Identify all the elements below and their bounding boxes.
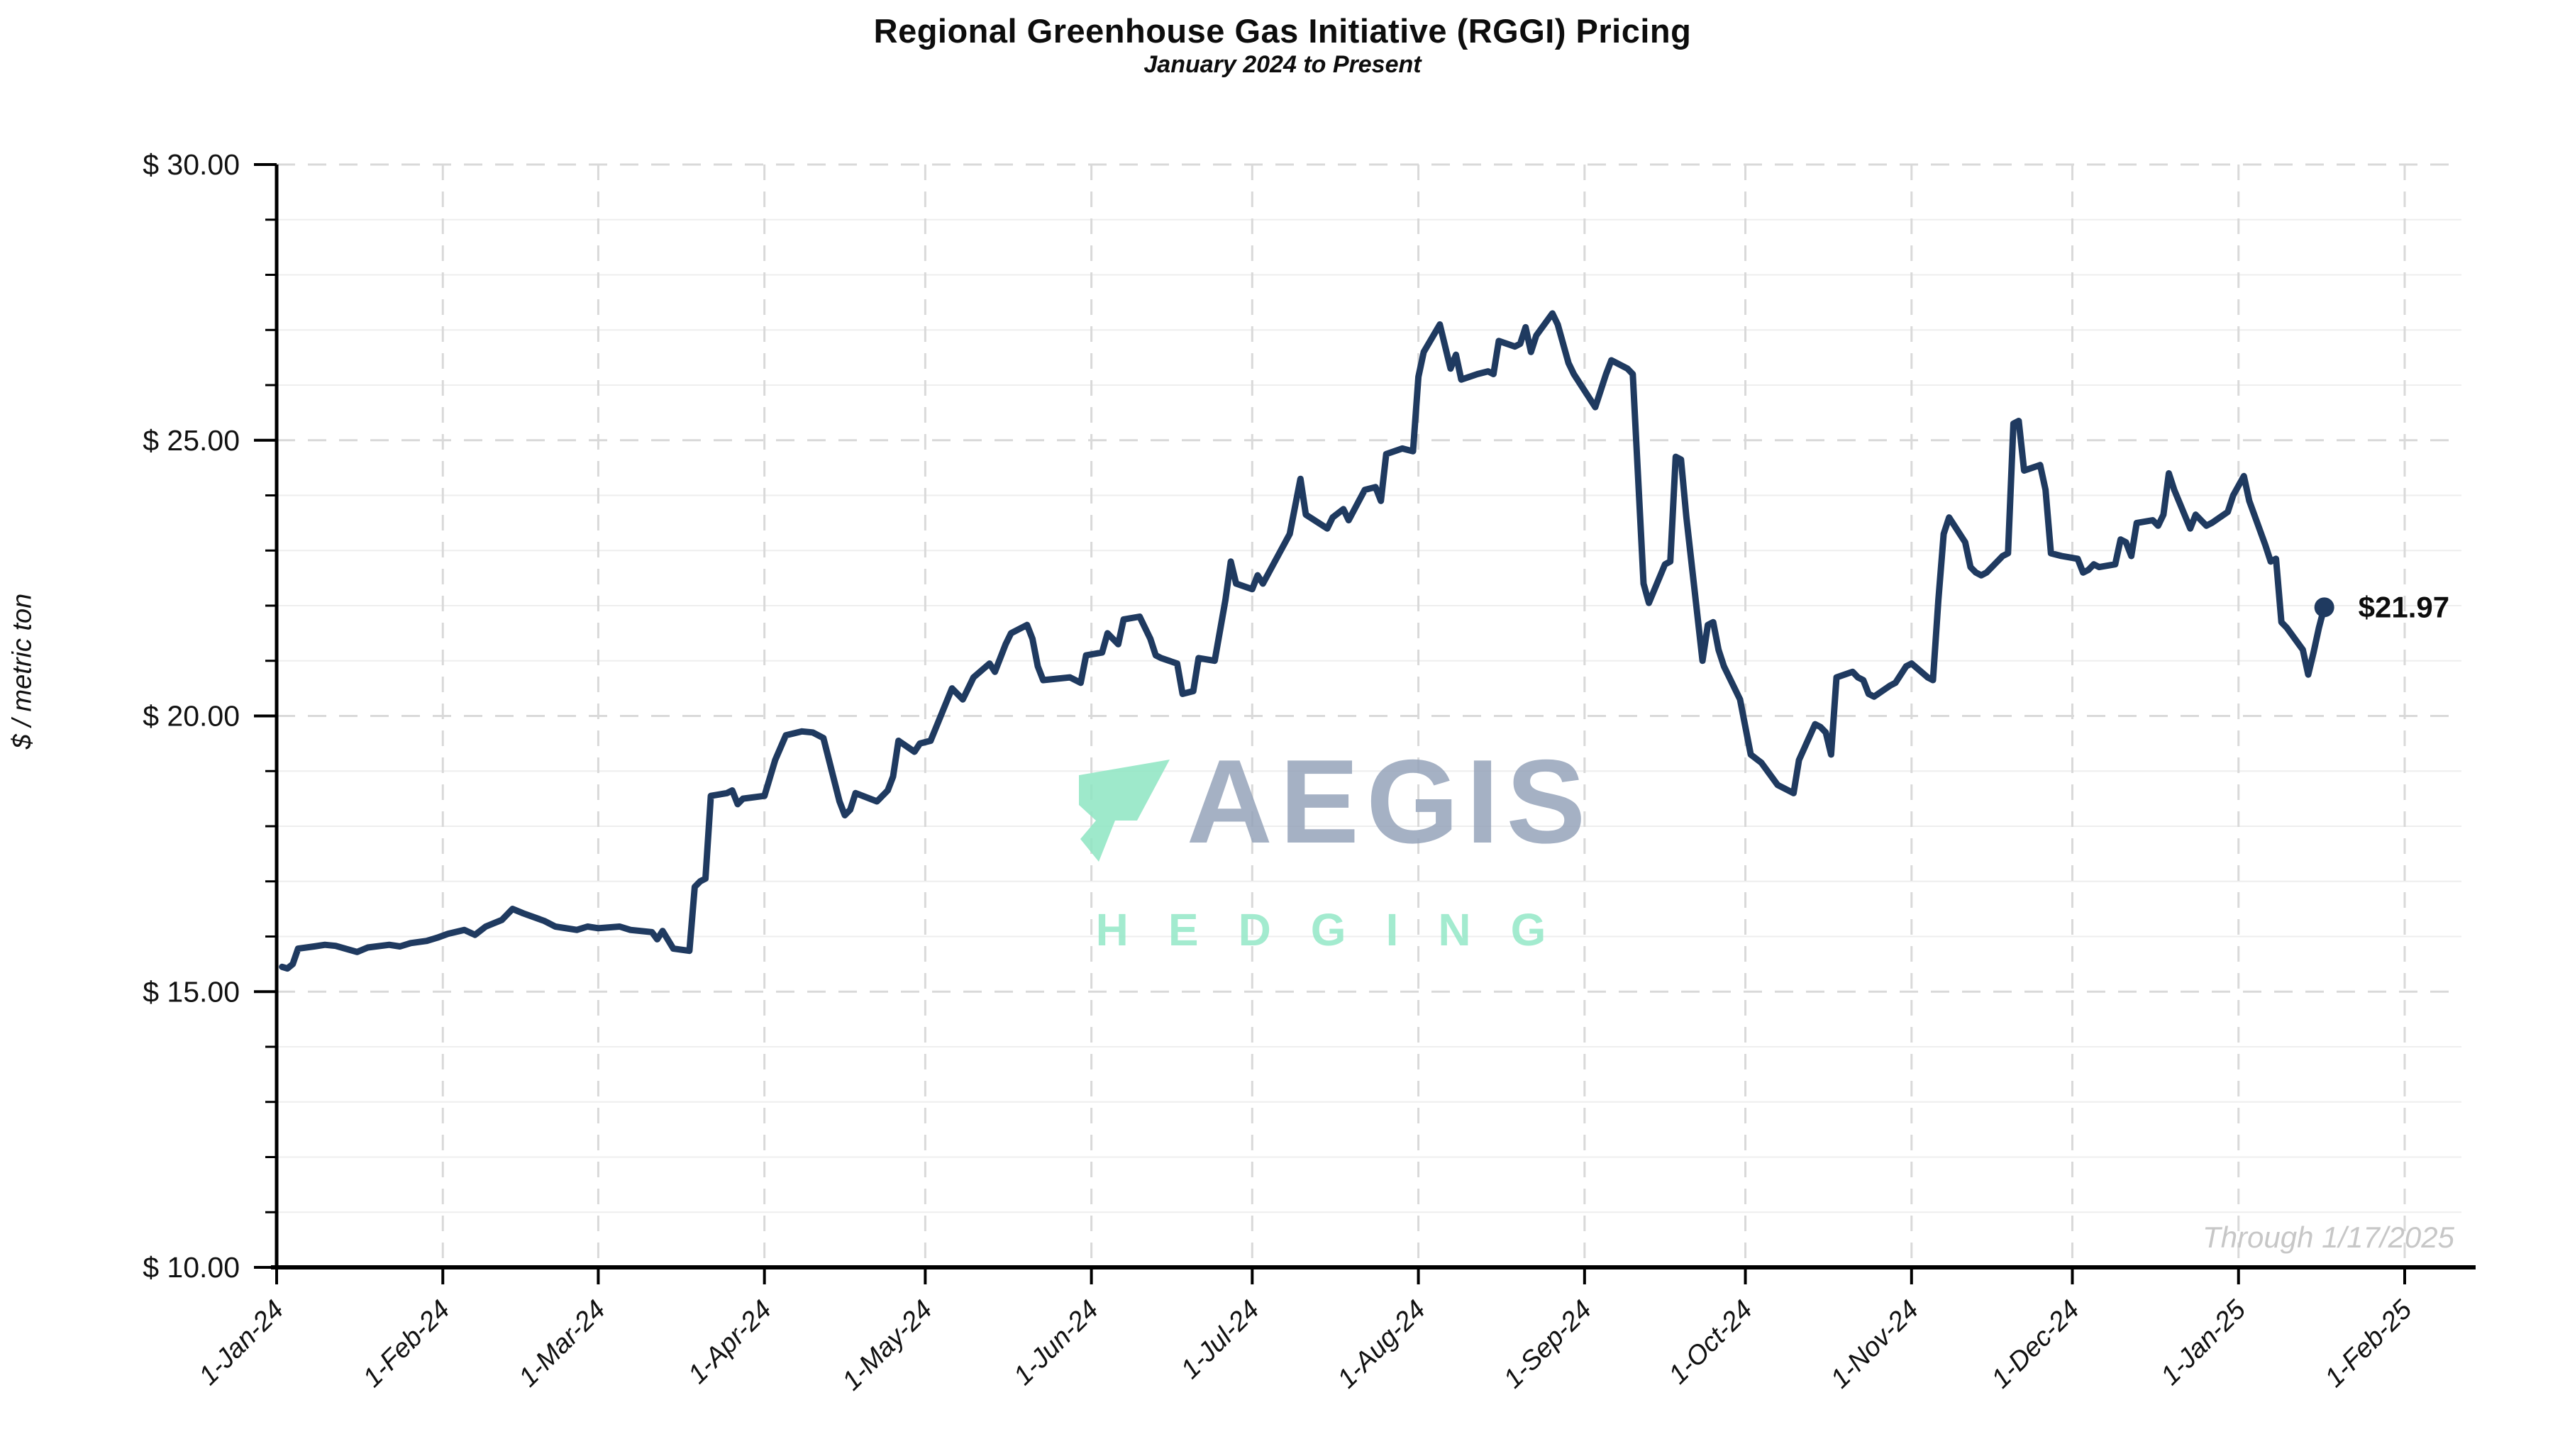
x-tick-label: 1-Apr-24 [682, 1295, 777, 1390]
y-tick-label: $ 10.00 [143, 1251, 240, 1284]
last-price-label: $21.97 [2359, 590, 2449, 623]
x-tick-label: 1-Jan-25 [2155, 1294, 2251, 1391]
x-tick-label: 1-Feb-24 [358, 1295, 456, 1394]
y-tick-label: $ 15.00 [143, 975, 240, 1008]
through-note: Through 1/17/2025 [2203, 1221, 2455, 1254]
y-tick-label: $ 30.00 [143, 148, 240, 181]
y-tick-label: $ 20.00 [143, 700, 240, 733]
x-tick-label: 1-Dec-24 [1986, 1295, 2085, 1394]
x-tick-label: 1-Sep-24 [1498, 1295, 1597, 1394]
x-tick-label: 1-Jan-24 [194, 1295, 290, 1391]
last-point-marker [2314, 597, 2334, 618]
x-tick-label: 1-Jun-24 [1008, 1295, 1104, 1391]
chart-title: Regional Greenhouse Gas Initiative (RGGI… [873, 12, 1692, 50]
chart-subtitle: January 2024 to Present [1143, 51, 1422, 78]
x-tick-label: 1-Nov-24 [1825, 1295, 1924, 1394]
x-tick-label: 1-May-24 [837, 1295, 938, 1396]
x-tick-label: 1-Aug-24 [1332, 1295, 1431, 1394]
y-tick-label: $ 25.00 [143, 424, 240, 457]
x-tick-label: 1-Feb-25 [2320, 1294, 2418, 1393]
x-tick-label: 1-Mar-24 [514, 1295, 611, 1393]
x-tick-label: 1-Jul-24 [1175, 1295, 1265, 1385]
price-line [279, 310, 2328, 972]
x-tick-label: 1-Oct-24 [1663, 1295, 1758, 1390]
